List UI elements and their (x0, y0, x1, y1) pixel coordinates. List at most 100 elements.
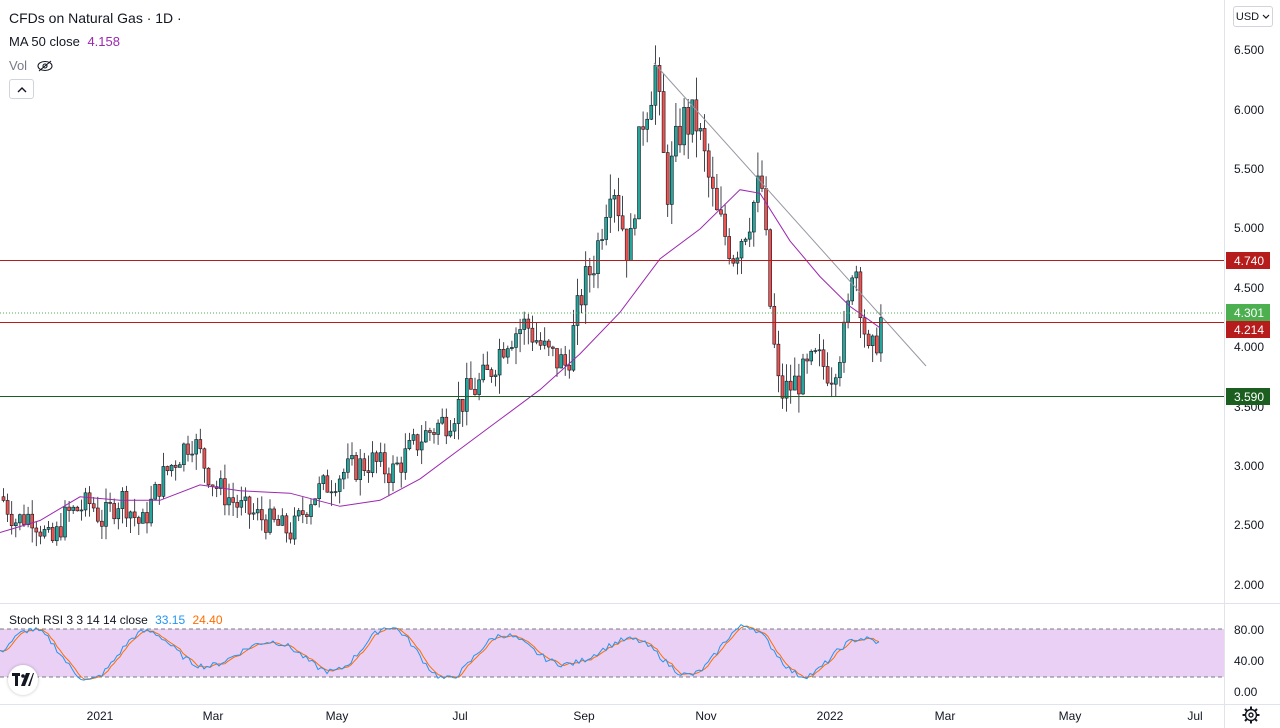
candle (518, 329, 522, 335)
candle (264, 519, 268, 533)
time-tick: May (326, 709, 349, 723)
candle (223, 478, 227, 506)
candle (829, 382, 834, 385)
candle (838, 362, 842, 379)
candle (423, 430, 428, 443)
candle (780, 375, 785, 399)
price-tick: 2.500 (1234, 518, 1264, 532)
price-tick: 6.000 (1234, 103, 1264, 117)
candle (227, 497, 231, 506)
candle (797, 375, 801, 395)
candle (350, 455, 354, 460)
candle (395, 462, 399, 465)
stoch-tick: 0.00 (1234, 685, 1258, 699)
candle (104, 502, 108, 527)
candle (571, 325, 576, 371)
candle (526, 318, 531, 329)
volume-legend[interactable]: Vol (9, 58, 53, 73)
candle (403, 448, 408, 473)
eye-crossed-icon[interactable] (37, 60, 53, 72)
candle (161, 466, 166, 497)
stoch-k-line (0, 624, 880, 681)
gear-icon[interactable] (1242, 706, 1260, 724)
candle (501, 348, 506, 358)
candle (694, 99, 699, 132)
candle (448, 430, 453, 437)
candle (587, 266, 592, 276)
candle (805, 358, 809, 362)
price-axis[interactable]: 6.500 6.000 5.500 5.000 4.500 4.000 3.50… (1234, 43, 1264, 592)
candle (370, 452, 375, 473)
stoch-tick: 40.00 (1234, 654, 1264, 668)
candle (243, 496, 248, 501)
candle (198, 439, 203, 450)
candle (579, 295, 584, 306)
price-tick: 5.500 (1234, 162, 1264, 176)
candle (788, 380, 793, 391)
candle (50, 527, 55, 542)
candle (63, 506, 67, 538)
candle (592, 273, 596, 276)
candle (776, 343, 781, 377)
candle (428, 430, 432, 433)
resistance-label: 4.740 (1234, 254, 1264, 268)
candle (608, 198, 613, 218)
candle (341, 471, 346, 480)
candle (669, 155, 674, 205)
candle (772, 306, 777, 345)
candle (567, 364, 572, 371)
candle (202, 448, 207, 469)
stoch-d-line (0, 625, 880, 681)
candle (259, 509, 264, 521)
candle (276, 519, 281, 526)
candle (30, 513, 35, 529)
candle (313, 498, 317, 506)
candle (842, 321, 846, 363)
stoch-rsi-legend[interactable]: Stoch RSI 3 3 14 14 close 33.15 24.40 (9, 613, 223, 627)
candle (505, 348, 510, 358)
candle (637, 126, 641, 220)
current-price-label-bg (1226, 304, 1270, 321)
time-tick: May (1059, 709, 1082, 723)
tradingview-logo-icon (12, 673, 34, 686)
candle (387, 473, 391, 483)
ma-legend[interactable]: MA 50 close 4.158 (9, 34, 120, 49)
candle (382, 452, 387, 475)
candle (649, 104, 654, 120)
ma-50-line (0, 189, 881, 533)
candle (18, 514, 22, 524)
candle (87, 492, 92, 505)
candle (530, 327, 535, 343)
candle (231, 497, 235, 503)
candle (26, 513, 30, 525)
collapse-legend-button[interactable] (9, 79, 34, 99)
candle (432, 432, 436, 435)
tradingview-logo[interactable] (8, 665, 38, 695)
stoch-axis[interactable]: 80.00 40.00 0.00 (1234, 623, 1264, 699)
price-tick: 6.500 (1234, 43, 1264, 57)
candle (653, 65, 658, 106)
candle (665, 152, 670, 205)
price-tick: 4.500 (1234, 281, 1264, 295)
candle (870, 335, 875, 346)
candle (247, 496, 252, 515)
candle (657, 65, 662, 92)
currency-button[interactable]: USD (1233, 6, 1273, 27)
candle (497, 348, 502, 376)
candle (333, 491, 338, 493)
currency-label: USD (1235, 10, 1260, 23)
candle (645, 118, 650, 130)
candle (22, 514, 26, 525)
time-axis[interactable]: 2021 Mar May Jul Sep Nov 2022 Mar May Ju… (87, 709, 1203, 723)
trend-line[interactable] (653, 62, 927, 367)
candle (862, 317, 867, 335)
price-level-labels: 4.740 4.301 4.214 3.590 (1226, 252, 1270, 405)
price-tick: 5.000 (1234, 221, 1264, 235)
candle (698, 128, 703, 132)
candle (411, 434, 416, 441)
stoch-label: Stoch RSI 3 3 14 14 close (9, 613, 148, 627)
symbol-title[interactable]: CFDs on Natural Gas · 1D · (9, 10, 182, 26)
candle (464, 378, 469, 412)
candle (756, 175, 760, 203)
